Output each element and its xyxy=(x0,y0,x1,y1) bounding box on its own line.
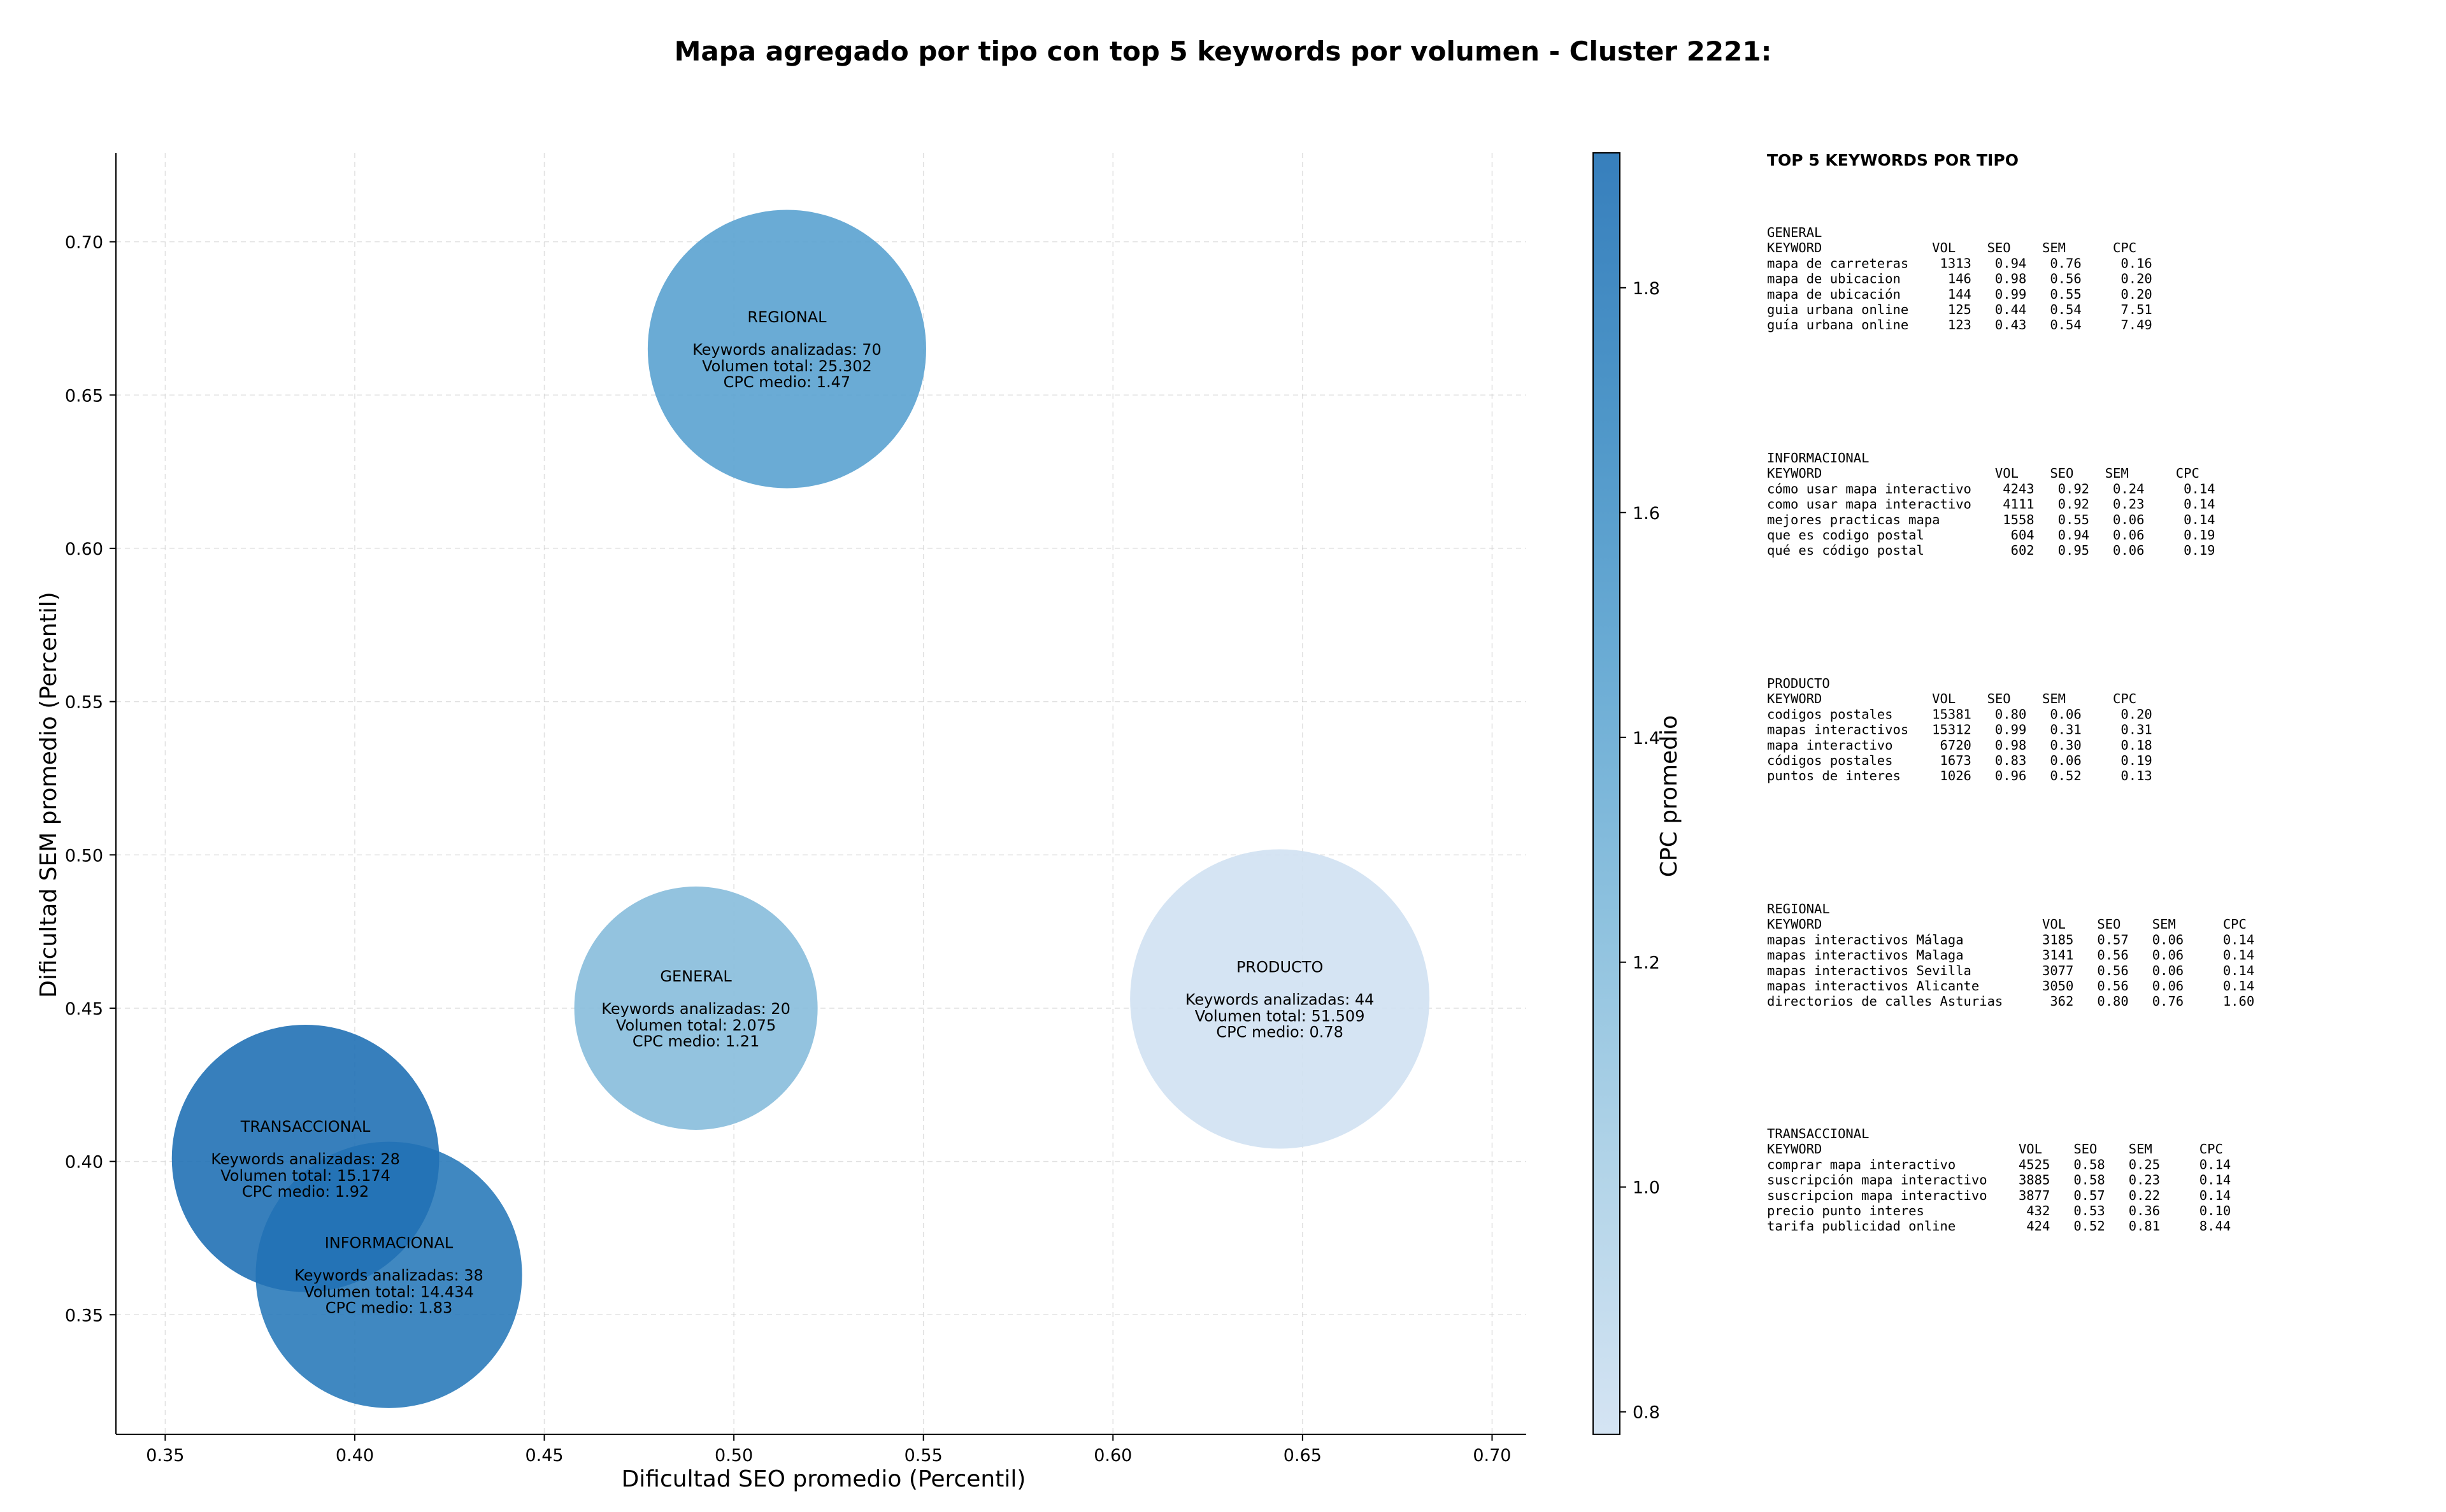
colorbar-gradient xyxy=(1592,152,1620,1435)
panel-table-row: qué es código postal 602 0.95 0.06 0.19 xyxy=(1767,543,2215,558)
bubble-label: CPC medio: 1.83 xyxy=(325,1299,453,1317)
bubble-label: CPC medio: 0.78 xyxy=(1216,1023,1343,1041)
panel-table-row: códigos postales 1673 0.83 0.06 0.19 xyxy=(1767,753,2152,768)
colorbar-tick-label: 1.8 xyxy=(1633,279,1660,299)
y-tick-label: 0.50 xyxy=(65,846,103,866)
panel-table-row: mapas interactivos Málaga 3185 0.57 0.06… xyxy=(1767,932,2254,947)
x-tick-label: 0.35 xyxy=(146,1446,184,1466)
bubble-label: GENERAL xyxy=(660,967,732,985)
bubble-producto xyxy=(1130,849,1430,1149)
y-axis-label: Dificultad SEM promedio (Percentil) xyxy=(36,592,62,998)
panel-table-row: directorios de calles Asturias 362 0.80 … xyxy=(1767,994,2254,1009)
colorbar-label: CPC promedio xyxy=(1656,715,1682,877)
bubble-transaccional xyxy=(171,1024,440,1292)
panel-title: TOP 5 KEYWORDS POR TIPO xyxy=(1767,151,2019,169)
panel-table-row: cómo usar mapa interactivo 4243 0.92 0.2… xyxy=(1767,481,2215,496)
panel-table-header: KEYWORD VOL SEO SEM CPC xyxy=(1767,916,2247,932)
panel-table-row: codigos postales 15381 0.80 0.06 0.20 xyxy=(1767,706,2152,722)
y-tick-label: 0.70 xyxy=(65,233,103,253)
bubble-label: PRODUCTO xyxy=(1236,958,1323,976)
axes: 0.35 0.40 0.45 0.50 0.55 0.60 0.65 0.70 0.35 0.40… xyxy=(65,153,1526,1466)
panel-table-row: tarifa publicidad online 424 0.52 0.81 8… xyxy=(1767,1218,2231,1234)
colorbar: 0.8 1.0 1.2 1.4 1.6 1.8 xyxy=(1592,152,1660,1435)
colorbar-tick-label: 0.8 xyxy=(1633,1403,1660,1423)
panel-group-title: TRANSACCIONAL xyxy=(1767,1126,1869,1141)
x-axis-label: Dificultad SEO promedio (Percentil) xyxy=(622,1466,1026,1492)
bubble-regional xyxy=(647,210,926,489)
y-tick-label: 0.45 xyxy=(65,999,103,1019)
panel-table-row: mapas interactivos Alicante 3050 0.56 0.… xyxy=(1767,978,2254,994)
colorbar-tick-label: 1.4 xyxy=(1633,729,1660,748)
panel-table-row: que es codigo postal 604 0.94 0.06 0.19 xyxy=(1767,527,2215,543)
y-tick-label: 0.40 xyxy=(65,1153,103,1173)
panel-table-row: mapas interactivos 15312 0.99 0.31 0.31 xyxy=(1767,722,2152,738)
panel-table-row: mapa de carreteras 1313 0.94 0.76 0.16 xyxy=(1767,255,2152,271)
bubble-label: Keywords analizadas: 70 xyxy=(692,341,882,359)
y-tick-label: 0.55 xyxy=(65,693,103,713)
x-tick-label: 0.70 xyxy=(1473,1446,1511,1466)
bubble-label: REGIONAL xyxy=(747,308,827,326)
x-tick-label: 0.65 xyxy=(1284,1446,1322,1466)
bubble-label: Volumen total: 2.075 xyxy=(616,1016,776,1034)
panel-table-row: guia urbana online 125 0.44 0.54 7.51 xyxy=(1767,302,2152,317)
bubble-label: Keywords analizadas: 28 xyxy=(211,1150,400,1168)
panel-table-row: guía urbana online 123 0.43 0.54 7.49 xyxy=(1767,317,2152,332)
x-tick-label: 0.50 xyxy=(715,1446,753,1466)
colorbar-tick-label: 1.2 xyxy=(1633,953,1660,973)
x-tick-label: 0.45 xyxy=(525,1446,563,1466)
panel-table-row: puntos de interes 1026 0.96 0.52 0.13 xyxy=(1767,768,2152,783)
bubble-label: CPC medio: 1.92 xyxy=(242,1183,369,1201)
panel-group-title: REGIONAL xyxy=(1767,901,1830,916)
panel-table-row: mejores practicas mapa 1558 0.55 0.06 0.… xyxy=(1767,512,2215,527)
y-tick-label: 0.35 xyxy=(65,1306,103,1325)
panel-table-row: mapa de ubicacion 146 0.98 0.56 0.20 xyxy=(1767,271,2152,287)
bubble-general xyxy=(574,886,818,1130)
colorbar-tick-label: 1.6 xyxy=(1633,504,1660,524)
panel-table-header: KEYWORD VOL SEO SEM CPC xyxy=(1767,691,2136,706)
bubble-label: Volumen total: 14.434 xyxy=(304,1283,474,1301)
panel-table-row: mapas interactivos Sevilla 3077 0.56 0.0… xyxy=(1767,963,2254,978)
panel-group-title: INFORMACIONAL xyxy=(1767,450,1869,466)
bubble-label: TRANSACCIONAL xyxy=(240,1118,371,1136)
panel-table-header: KEYWORD VOL SEO SEM CPC xyxy=(1767,466,2199,481)
chart-title: Mapa agregado por tipo con top 5 keyword… xyxy=(675,36,1772,67)
panel-table-row: mapa interactivo 6720 0.98 0.30 0.18 xyxy=(1767,738,2152,753)
x-tick-label: 0.40 xyxy=(336,1446,374,1466)
bubble-label: CPC medio: 1.47 xyxy=(724,373,851,391)
panel-table-row: mapas interactivos Malaga 3141 0.56 0.06… xyxy=(1767,948,2254,963)
panel-table-row: comprar mapa interactivo 4525 0.58 0.25 … xyxy=(1767,1157,2231,1172)
x-tick-label: 0.60 xyxy=(1094,1446,1132,1466)
bubble-label: CPC medio: 1.21 xyxy=(633,1032,760,1050)
colorbar-tick-label: 1.0 xyxy=(1633,1178,1660,1198)
bubble-label: Keywords analizadas: 20 xyxy=(601,1000,790,1018)
y-tick-label: 0.65 xyxy=(65,386,103,406)
x-tick-label: 0.55 xyxy=(905,1446,943,1466)
bubble-label: INFORMACIONAL xyxy=(325,1234,454,1252)
panel-table-header: KEYWORD VOL SEO SEM CPC xyxy=(1767,1141,2223,1157)
panel-table-row: precio punto interes 432 0.53 0.36 0.10 xyxy=(1767,1203,2231,1218)
panel-table-row: suscripcion mapa interactivo 3877 0.57 0… xyxy=(1767,1188,2231,1203)
bubble-label: Volumen total: 15.174 xyxy=(220,1167,390,1185)
y-tick-label: 0.60 xyxy=(65,539,103,559)
panel-group-title: PRODUCTO xyxy=(1767,676,1830,691)
panel-group-title: GENERAL xyxy=(1767,225,1822,240)
panel-table-row: mapa de ubicación 144 0.99 0.55 0.20 xyxy=(1767,287,2152,302)
panel-table-row: suscripción mapa interactivo 3885 0.58 0… xyxy=(1767,1173,2231,1188)
panel-table-row: como usar mapa interactivo 4111 0.92 0.2… xyxy=(1767,497,2215,512)
bubble-label: Volumen total: 51.509 xyxy=(1195,1007,1365,1025)
bubble-label: Volumen total: 25.302 xyxy=(702,357,872,375)
bubble-label: Keywords analizadas: 44 xyxy=(1185,990,1375,1008)
panel-table-header: KEYWORD VOL SEO SEM CPC xyxy=(1767,240,2136,255)
bubble-label: Keywords analizadas: 38 xyxy=(294,1267,483,1285)
